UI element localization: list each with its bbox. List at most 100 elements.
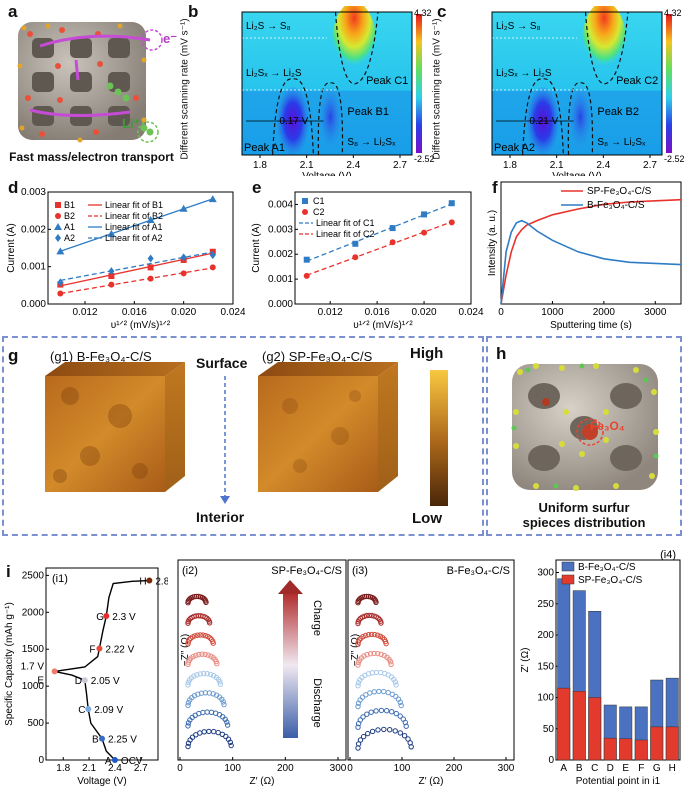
legend-swatch-SP-Fe₃O₄-C/S bbox=[561, 574, 575, 585]
x-tick-label: 200 bbox=[277, 763, 294, 774]
x-tick-label: 2.4 bbox=[596, 160, 610, 171]
peak-c-contour bbox=[334, 11, 379, 85]
y-tick-label: 1500 bbox=[22, 644, 45, 655]
point-A2 bbox=[209, 251, 216, 260]
x-tick-label: G bbox=[653, 763, 661, 774]
panel-label-g: g bbox=[8, 346, 19, 365]
x-axis-label: υ¹ᐟ² (mV/s)¹ᐟ² bbox=[111, 320, 171, 331]
cube-g2 bbox=[258, 362, 398, 492]
eis-point bbox=[197, 730, 203, 736]
x-tick-label: 0 bbox=[498, 307, 504, 318]
ann-delta: 0.17 V bbox=[279, 116, 308, 127]
eis-point bbox=[367, 651, 374, 657]
eis-point bbox=[185, 720, 192, 726]
point-value-G: 2.3 V bbox=[112, 612, 136, 623]
legend-marker-C1 bbox=[302, 198, 308, 204]
legend-label-SP-Fe₃O₄-C/S: SP-Fe₃O₄-C/S bbox=[578, 575, 643, 586]
eis-point bbox=[185, 723, 191, 729]
x-tick-label: 100 bbox=[394, 763, 411, 774]
panel-label-i: i bbox=[6, 562, 11, 581]
fit-line-A2 bbox=[60, 251, 213, 282]
eis-point bbox=[355, 724, 361, 730]
point-value-C: 2.09 V bbox=[94, 705, 123, 716]
eis-point bbox=[192, 633, 198, 639]
eis-point bbox=[398, 702, 404, 709]
x-tick-label: 0.012 bbox=[72, 307, 97, 318]
point-B1 bbox=[108, 273, 115, 279]
plot-frame bbox=[294, 191, 472, 305]
eis-point bbox=[392, 679, 399, 685]
peak-a-contour bbox=[272, 78, 314, 156]
electron-label: e⁻ bbox=[163, 31, 178, 46]
eis-point bbox=[392, 728, 398, 734]
x-tick-label: 0 bbox=[347, 763, 353, 774]
eis-point bbox=[217, 681, 224, 687]
bar-SP-Fe₃O₄-C/S-H bbox=[665, 726, 679, 761]
point-A2 bbox=[180, 253, 187, 262]
eis-point bbox=[375, 727, 381, 733]
y-tick-label: 0.000 bbox=[21, 299, 46, 310]
ann-li2sx-li2s: Li₂Sₓ → Li₂S bbox=[496, 68, 552, 79]
eis-point bbox=[206, 728, 212, 735]
x-tick-label: 2.7 bbox=[134, 763, 148, 774]
eis-point bbox=[221, 701, 227, 708]
eis-point bbox=[381, 726, 387, 733]
intensity-colorbar bbox=[430, 370, 448, 506]
x-axis-label: Voltage (V) bbox=[302, 171, 351, 176]
legend-label-C1: C1 bbox=[313, 196, 325, 206]
low-label: Low bbox=[412, 510, 442, 527]
eis-point bbox=[214, 661, 220, 667]
panel-label-e: e bbox=[252, 178, 262, 197]
point-B2 bbox=[108, 281, 115, 288]
point-value-E: 1.7 V bbox=[21, 661, 45, 672]
point-B2 bbox=[147, 275, 154, 282]
point-A2 bbox=[147, 254, 154, 263]
series-line-SP-Fe₃O₄-C/S bbox=[500, 198, 682, 305]
point-letter-G: G bbox=[96, 612, 104, 623]
peak-b-contour bbox=[567, 82, 594, 156]
eis-point bbox=[361, 653, 367, 659]
panel-h-caption-line2: spieces distribution bbox=[522, 515, 646, 530]
eis-point bbox=[204, 671, 210, 677]
point-A2 bbox=[57, 278, 64, 287]
x-tick-label: 2000 bbox=[593, 307, 616, 318]
legend-fit-label-C2: Linear fit of C2 bbox=[316, 229, 375, 239]
eis-point bbox=[387, 659, 394, 665]
x-axis-label: Potential point in i1 bbox=[576, 776, 661, 787]
legend-marker-C2 bbox=[302, 209, 308, 215]
eis-point bbox=[373, 708, 379, 714]
eis-point bbox=[206, 620, 213, 626]
point-C2 bbox=[389, 239, 396, 246]
eis-point bbox=[201, 729, 207, 735]
point-C1 bbox=[421, 211, 428, 218]
g1-title: (g1) B-Fe₃O₄-C/S bbox=[50, 349, 152, 364]
point-letter-C: C bbox=[78, 705, 85, 716]
heatmap-frame bbox=[241, 11, 413, 156]
point-C2 bbox=[421, 229, 428, 236]
eis-point bbox=[210, 640, 216, 646]
eis-point bbox=[208, 709, 215, 716]
ann-li2s-s8: Li₂S → S₈ bbox=[246, 21, 291, 32]
chart-i1: 1.8 2.1 2.4 2.7 0 500 1000 1500 2000 2500 Voltage … bbox=[4, 567, 168, 787]
y-tick-label: 150 bbox=[537, 661, 554, 672]
y-tick-label: 0.001 bbox=[21, 262, 46, 273]
point-B bbox=[99, 735, 105, 742]
interior-label: Interior bbox=[196, 509, 245, 525]
eis-panel-label: (i2) bbox=[182, 565, 198, 577]
y-tick-label: 0.002 bbox=[21, 224, 46, 235]
ann-peak-b: Peak B2 bbox=[597, 106, 639, 118]
point-letter-H: H bbox=[139, 577, 146, 588]
eis-point bbox=[185, 700, 192, 706]
x-tick-label: 200 bbox=[446, 763, 463, 774]
point-C2 bbox=[303, 272, 310, 279]
eis-point bbox=[361, 613, 368, 620]
fit-line-B1 bbox=[60, 252, 213, 287]
eis-point bbox=[368, 709, 374, 715]
y-tick-label: 0.004 bbox=[268, 199, 293, 210]
heatmap-b: Li₂S → S₈ Li₂Sₓ → Li₂S Peak C1 Peak B1 Peak … bbox=[241, 6, 435, 176]
y-tick-label: 250 bbox=[537, 599, 554, 610]
eis-point bbox=[387, 727, 393, 733]
eis-point bbox=[197, 632, 203, 638]
x-axis-label: υ¹ᐟ² (mV/s)¹ᐟ² bbox=[353, 320, 413, 331]
eis-point bbox=[371, 689, 377, 695]
